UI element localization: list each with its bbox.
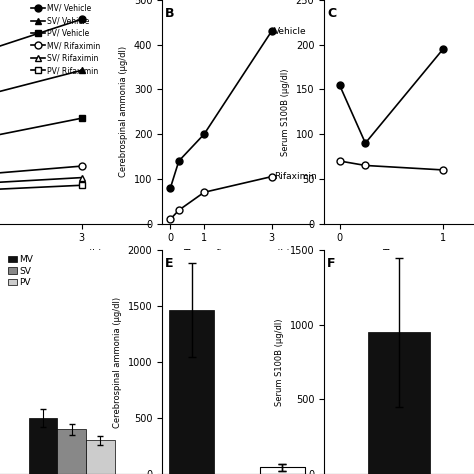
Bar — [260, 467, 305, 474]
Text: F: F — [327, 257, 336, 270]
Bar — [368, 332, 430, 474]
Y-axis label: Cerebrospinal ammonia (μg/dl): Cerebrospinal ammonia (μg/dl) — [119, 46, 128, 177]
Text: B: B — [165, 7, 174, 20]
Bar — [86, 440, 115, 474]
X-axis label: Time after surgery (h): Time after surgery (h) — [183, 249, 291, 259]
Bar — [260, 467, 305, 474]
Text: Rifaximin: Rifaximin — [274, 172, 317, 181]
X-axis label: Time a: Time a — [383, 249, 416, 259]
Y-axis label: Cerebrospinal ammonia (μg/dl): Cerebrospinal ammonia (μg/dl) — [113, 297, 122, 428]
Y-axis label: Serum S100B (μg/dl): Serum S100B (μg/dl) — [281, 68, 290, 155]
Text: E: E — [165, 257, 173, 270]
Legend: MV, SV, PV: MV, SV, PV — [8, 255, 33, 287]
Bar — [57, 429, 86, 474]
Bar — [29, 418, 57, 474]
Text: Vehicle: Vehicle — [274, 27, 307, 36]
Y-axis label: Serum S100B (μg/dl): Serum S100B (μg/dl) — [275, 319, 284, 406]
Legend: MV/ Vehicle, SV/ Vehicle, PV/ Vehicle, MV/ Rifaximin, SV/ Rifaximin, PV/ Rifaxim: MV/ Vehicle, SV/ Vehicle, PV/ Vehicle, M… — [31, 4, 100, 75]
Text: C: C — [327, 7, 336, 20]
Bar — [169, 310, 214, 474]
X-axis label: surgery (h): surgery (h) — [48, 249, 102, 259]
